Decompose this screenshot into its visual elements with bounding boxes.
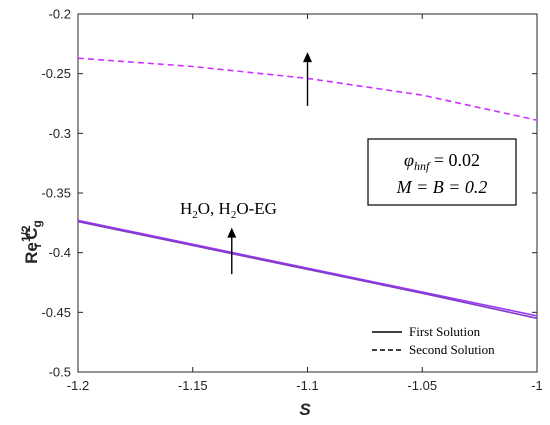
legend-first-solution: First Solution — [409, 324, 481, 339]
arrow-head-0 — [303, 52, 312, 63]
y-tick-label: -0.4 — [49, 245, 71, 260]
x-tick-label: -1.1 — [296, 378, 318, 393]
legend-second-solution: Second Solution — [409, 342, 495, 357]
parameter-box-frame — [367, 138, 517, 206]
y-tick-label: -0.2 — [49, 7, 71, 22]
y-tick-label: -0.25 — [41, 66, 71, 81]
y-tick-label: -0.45 — [41, 305, 71, 320]
x-axis-label: S — [299, 400, 311, 419]
legend: First Solution Second Solution — [372, 324, 495, 357]
parameter-box: φhnf = 0.02 M = B = 0.2 — [367, 138, 517, 206]
y-axis-label: Re1/2rCg — [19, 220, 44, 264]
arrow-head-1 — [227, 227, 237, 238]
x-tick-label: -1 — [531, 378, 543, 393]
x-tick-label: -1.05 — [407, 378, 437, 393]
x-tick-label: -1.2 — [67, 378, 89, 393]
y-tick-label: -0.5 — [49, 365, 71, 380]
y-tick-label: -0.3 — [49, 126, 71, 141]
parameter-mb: M = B = 0.2 — [396, 177, 488, 197]
series-line-0 — [77, 219, 538, 317]
x-tick-label: -1.15 — [178, 378, 208, 393]
fluid-label: H2O, H2O-EG — [180, 199, 277, 221]
axis-ticks: -1.2 -1.15 -1.1 -1.05 -1 -0.5 -0.45 -0.4 -0.35 -0… — [41, 7, 542, 394]
series-line-1 — [77, 220, 538, 320]
parameter-phi: φhnf = 0.02 — [404, 150, 480, 173]
y-tick-label: -0.35 — [41, 186, 71, 201]
annotation-arrows — [227, 52, 312, 275]
